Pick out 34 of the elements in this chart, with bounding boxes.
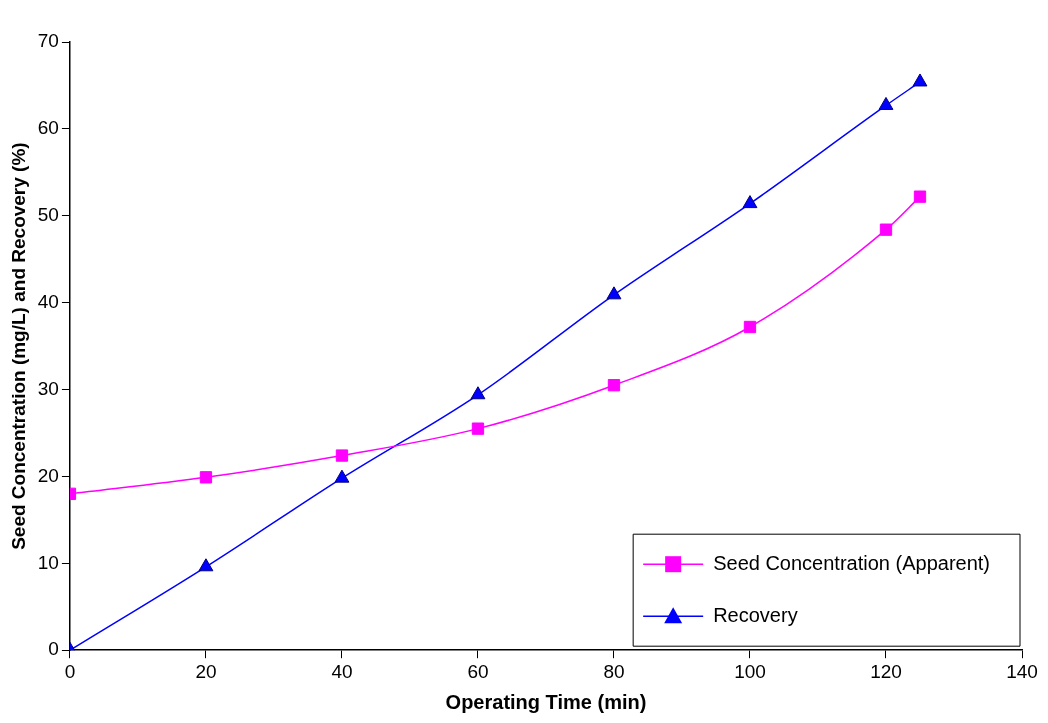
point bbox=[334, 469, 350, 483]
x-tick-label: 60 bbox=[467, 660, 489, 682]
x-tick-label: 100 bbox=[734, 660, 766, 682]
y-axis-title: Seed Concentration (mg/L) and Recovery (%) bbox=[7, 142, 29, 550]
point bbox=[912, 73, 928, 87]
x-tick-label: 80 bbox=[603, 660, 625, 682]
y-tick-label: 60 bbox=[37, 117, 59, 139]
point bbox=[743, 320, 757, 334]
point bbox=[742, 195, 758, 209]
x-axis-title: Operating Time (min) bbox=[445, 690, 647, 713]
point bbox=[199, 471, 213, 484]
y-tick-label: 50 bbox=[37, 204, 59, 226]
point bbox=[607, 379, 621, 392]
point bbox=[335, 449, 349, 462]
y-tick-label: 40 bbox=[37, 290, 59, 312]
point bbox=[606, 286, 622, 300]
point bbox=[913, 190, 927, 203]
x-tick-label: 20 bbox=[195, 660, 217, 682]
x-tick-label: 40 bbox=[331, 660, 353, 682]
y-tick-label: 10 bbox=[37, 551, 59, 573]
y-tick-label: 0 bbox=[48, 638, 59, 660]
x-tick-label: 140 bbox=[1006, 660, 1038, 682]
point bbox=[879, 223, 893, 236]
legend-label: Seed Concentration (Apparent) bbox=[713, 551, 991, 574]
point bbox=[470, 386, 486, 400]
y-tick-label: 70 bbox=[37, 30, 59, 52]
point bbox=[878, 96, 894, 110]
point bbox=[198, 558, 214, 572]
y-tick-label: 20 bbox=[37, 464, 59, 486]
legend-label: Recovery bbox=[713, 603, 798, 626]
x-tick-label: 0 bbox=[64, 660, 76, 682]
y-tick-label: 30 bbox=[37, 377, 59, 399]
point bbox=[471, 422, 485, 435]
x-tick-label: 120 bbox=[870, 660, 902, 682]
